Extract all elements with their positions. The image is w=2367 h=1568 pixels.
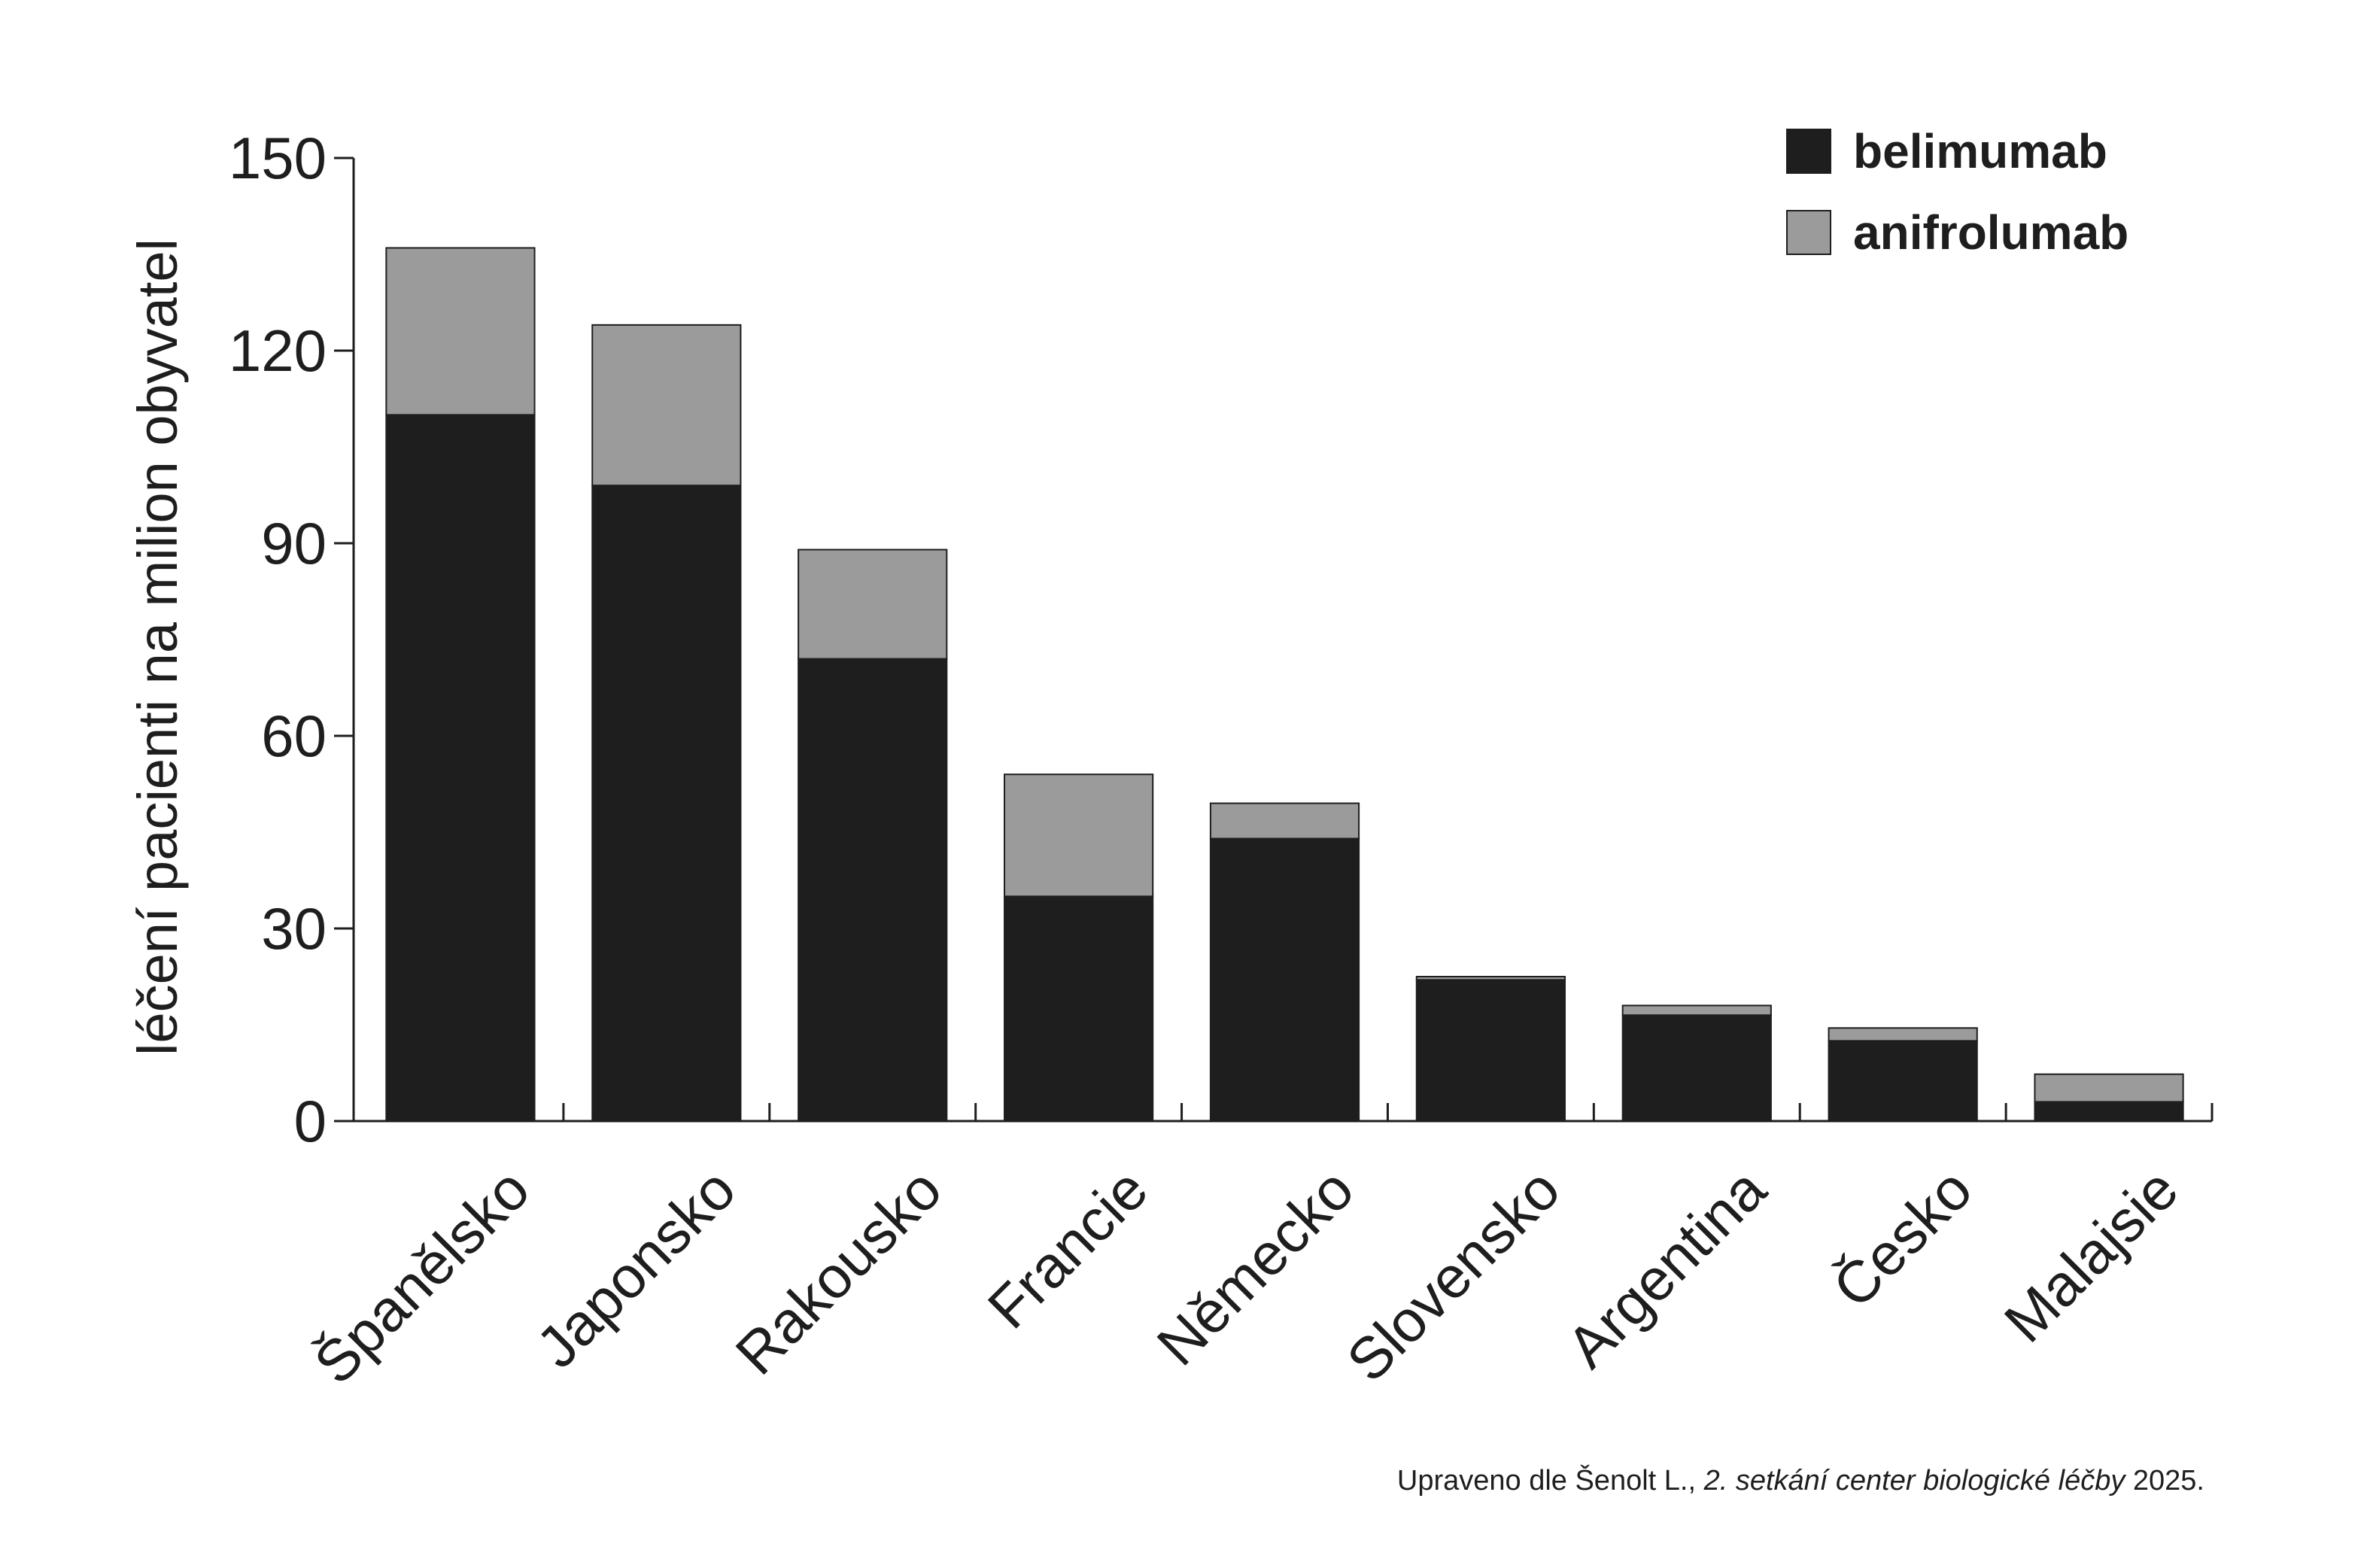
y-axis-label: léčení pacienti na milion obyvatel: [126, 239, 189, 1056]
bar-anifrolumab-6: [1621, 1004, 1772, 1016]
legend-swatch-belimumab: [1786, 129, 1831, 174]
y-tick-label-4: 120: [229, 318, 327, 384]
bar-belimumab-3: [1004, 895, 1154, 1123]
y-tick-label-3: 90: [261, 510, 327, 576]
bar-anifrolumab-0: [385, 247, 536, 416]
bar-anifrolumab-7: [1828, 1027, 1978, 1042]
bar-anifrolumab-3: [1004, 773, 1154, 898]
x-tick-label-5: Slovensko: [1334, 1156, 1572, 1394]
x-tick-label-6: Argentina: [1554, 1156, 1779, 1381]
bar-belimumab-2: [798, 658, 948, 1122]
x-tick-label-1: Japonsko: [524, 1156, 748, 1380]
source-note: Upraveno dle Šenolt L., 2. setkání cente…: [1397, 1463, 2204, 1497]
legend-label-anifrolumab: anifrolumab: [1853, 205, 2128, 260]
bar-anifrolumab-2: [798, 548, 948, 660]
x-tick-label-2: Rakousko: [723, 1156, 954, 1387]
legend: belimumab anifrolumab: [1786, 124, 2128, 260]
bar-belimumab-4: [1209, 837, 1360, 1122]
y-tick-label-5: 150: [229, 125, 327, 191]
x-tick-label-8: Malajsie: [1992, 1156, 2191, 1355]
legend-label-belimumab: belimumab: [1853, 124, 2107, 178]
source-prefix: Upraveno dle Šenolt L.,: [1397, 1463, 1704, 1497]
x-tick-label-3: Francie: [975, 1156, 1160, 1341]
bar-belimumab-1: [591, 485, 742, 1122]
bar-anifrolumab-4: [1209, 802, 1360, 840]
y-tick-label-2: 60: [261, 703, 327, 769]
source-italic: 2. setkání center biologické léčby: [1703, 1465, 2127, 1497]
bar-anifrolumab-8: [2034, 1073, 2184, 1103]
bar-belimumab-0: [385, 414, 536, 1122]
source-suffix: 2025.: [2125, 1465, 2204, 1497]
x-tick-label-7: Česko: [1820, 1156, 1985, 1320]
x-tick-label-0: Španělsko: [302, 1156, 542, 1396]
bar-belimumab-7: [1828, 1040, 1978, 1123]
bar-anifrolumab-5: [1415, 976, 1566, 981]
y-tick-label-0: 0: [294, 1088, 327, 1154]
x-tick-label-4: Německo: [1144, 1156, 1366, 1378]
legend-swatch-anifrolumab: [1786, 210, 1831, 255]
y-ticks-group: 0 30 60 90 120 150: [229, 125, 354, 1154]
bars-group: [385, 247, 2184, 1123]
bar-belimumab-5: [1415, 979, 1566, 1123]
y-tick-label-1: 30: [261, 895, 327, 962]
bar-anifrolumab-1: [591, 324, 742, 487]
bar-belimumab-8: [2034, 1101, 2184, 1123]
bar-belimumab-6: [1621, 1014, 1772, 1122]
axes-group: [352, 158, 2214, 1123]
